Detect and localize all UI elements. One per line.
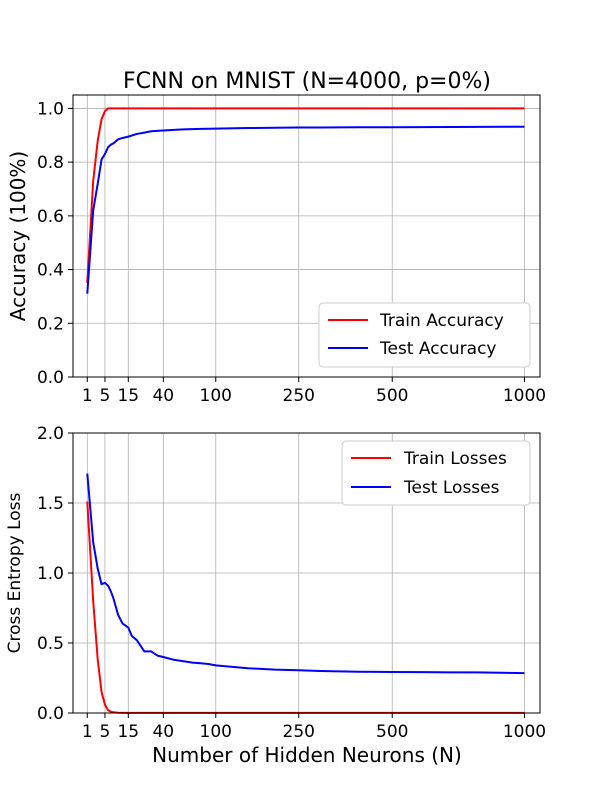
loss-y-tick-label: 1.5 (37, 494, 64, 514)
loss-ticks: 1 5 15 40 100 250 500 1000 0.0 0.5 1.0 1.5 2.0 (37, 424, 546, 742)
accuracy-chart-title: FCNN on MNIST (N=4000, p=0%) (123, 69, 491, 94)
accuracy-x-tick-label: 1 (82, 386, 93, 406)
accuracy-y-tick-label: 0.6 (37, 207, 64, 227)
accuracy-ticks: 1 5 15 40 100 250 500 1000 0.0 0.2 0.4 0.6 0.8 1.0 (37, 99, 546, 406)
loss-x-tick-label: 1 (82, 722, 93, 742)
accuracy-lines (86, 107, 525, 294)
accuracy-y-tick-label: 0.4 (37, 261, 64, 281)
loss-y-tick-label: 1.0 (37, 564, 64, 584)
accuracy-chart: FCNN on MNIST (N=4000, p=0%) 1 5 15 40 100 25… (6, 69, 546, 406)
legend-test-losses-label: Test Losses (403, 478, 500, 498)
loss-x-tick-label: 100 (200, 722, 232, 742)
accuracy-y-tick-label: 1.0 (37, 99, 64, 119)
accuracy-plot-frame (72, 94, 541, 378)
loss-y-tick-label: 0.5 (37, 634, 64, 654)
accuracy-x-tick-label: 15 (117, 386, 139, 406)
train-accuracy-line (86, 107, 525, 284)
accuracy-x-tick-label: 250 (283, 386, 315, 406)
accuracy-y-tick-label: 0.0 (37, 368, 64, 388)
loss-x-tick-label: 15 (117, 722, 139, 742)
loss-x-tick-label: 5 (100, 722, 111, 742)
loss-chart: 1 5 15 40 100 250 500 1000 0.0 0.5 1.0 1.5 2.0 Cross… (5, 424, 546, 767)
loss-x-tick-label: 1000 (503, 722, 546, 742)
accuracy-legend-box (318, 302, 531, 368)
accuracy-y-tick-label: 0.2 (37, 314, 64, 334)
accuracy-x-tick-label: 100 (200, 386, 232, 406)
loss-y-tick-label: 2.0 (37, 424, 64, 444)
accuracy-x-tick-label: 1000 (503, 386, 546, 406)
loss-x-tick-label: 250 (283, 722, 315, 742)
accuracy-x-tick-label: 5 (100, 386, 111, 406)
x-axis-label: Number of Hidden Neurons (N) (152, 743, 462, 767)
loss-x-tick-label: 40 (152, 722, 174, 742)
legend-train-losses-label: Train Losses (403, 449, 507, 469)
loss-y-tick-label: 0.0 (37, 704, 64, 724)
test-losses-line (86, 473, 525, 675)
loss-x-tick-label: 500 (376, 722, 408, 742)
legend-train-accuracy-label: Train Accuracy (379, 311, 504, 331)
accuracy-x-tick-label: 500 (376, 386, 408, 406)
accuracy-legend: Train Accuracy Test Accuracy (318, 302, 531, 368)
loss-y-axis-label: Cross Entropy Loss (5, 492, 25, 653)
accuracy-y-axis-label: Accuracy (100%) (6, 151, 30, 321)
accuracy-y-tick-label: 0.8 (37, 153, 64, 173)
loss-legend: Train Losses Test Losses (341, 440, 531, 506)
test-accuracy-line (86, 125, 525, 294)
accuracy-x-tick-label: 40 (152, 386, 174, 406)
legend-test-accuracy-label: Test Accuracy (379, 339, 497, 359)
